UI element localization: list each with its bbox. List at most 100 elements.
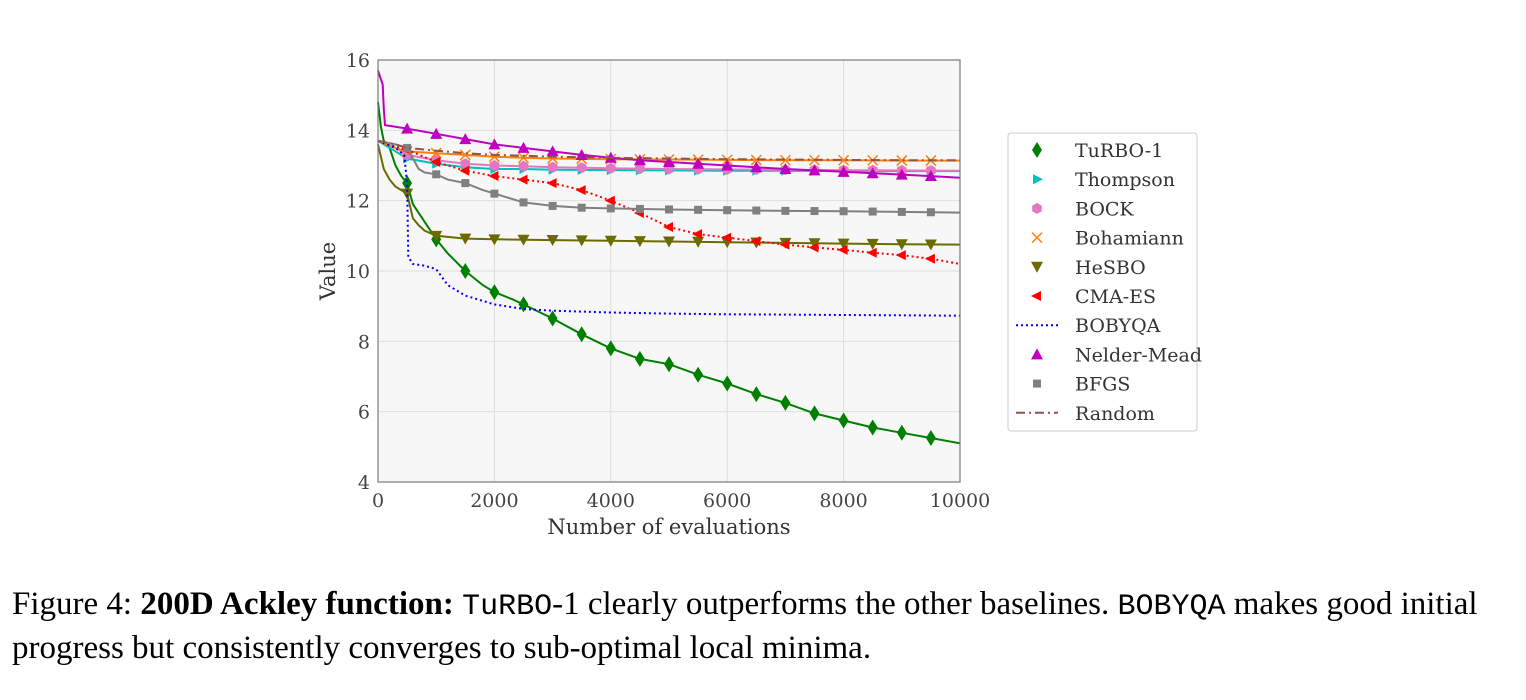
series-marker: [779, 163, 792, 175]
legend-marker-swatch: [1033, 379, 1041, 388]
legend-marker-swatch: [1033, 174, 1043, 185]
series-marker: [517, 234, 530, 246]
series-marker: [694, 205, 703, 214]
series-marker: [576, 326, 587, 343]
series-line: [377, 139, 961, 317]
series-marker: [517, 152, 530, 164]
series-marker: [459, 149, 471, 161]
legend-label: Thompson: [1075, 169, 1175, 191]
series-nelder-mead: [377, 70, 961, 182]
chart: 0 2000 4000 6000 8000 10000 4 6 8 10 12 14 16 Number…: [316, 50, 1202, 539]
legend-label: CMA-ES: [1075, 286, 1156, 308]
series-random: [377, 139, 960, 162]
series-line: [377, 144, 961, 246]
series-marker: [459, 233, 472, 245]
series-marker: [924, 170, 937, 182]
series-marker: [635, 163, 645, 175]
legend-item: Thompson: [1033, 169, 1175, 191]
series-marker: [663, 236, 675, 248]
series-marker: [750, 236, 761, 247]
series-marker: [461, 179, 470, 188]
series-marker: [430, 147, 442, 159]
series-marker: [606, 162, 616, 174]
x-tick-label: 10000: [930, 490, 990, 512]
series-marker: [489, 160, 500, 171]
series-marker: [924, 239, 937, 251]
x-axis-label: Number of evaluations: [547, 515, 790, 539]
series-marker: [430, 230, 443, 242]
series-marker: [837, 238, 850, 250]
series-marker: [460, 158, 471, 170]
caption-text-1: -1 clearly outperforms the other baselin…: [552, 586, 1110, 622]
series-marker: [721, 232, 732, 243]
series-bfgs: [377, 139, 961, 217]
series-marker: [517, 174, 528, 185]
series-marker: [575, 148, 588, 160]
series-marker: [692, 157, 705, 169]
legend-marker-swatch: [1032, 142, 1042, 158]
legend-marker-swatch: [1032, 202, 1042, 214]
series-marker: [547, 310, 558, 327]
legend-box: [1007, 132, 1198, 432]
series-marker: [663, 222, 673, 233]
series-line: [377, 139, 960, 162]
series-marker: [721, 159, 734, 171]
legend-label: TuRBO-1: [1075, 140, 1163, 162]
legend-marker-swatch: [1031, 291, 1041, 301]
legend-item: BOBYQA: [1016, 315, 1161, 337]
series-marker: [459, 133, 472, 145]
series-marker: [519, 198, 528, 207]
series-marker: [810, 207, 819, 216]
series-marker: [517, 141, 530, 153]
series-marker: [432, 170, 441, 179]
series-marker: [897, 207, 906, 216]
series-marker: [489, 284, 500, 301]
legend-item: BOCK: [1032, 198, 1134, 220]
series-marker: [490, 189, 499, 198]
series-turbo-1: [377, 102, 961, 447]
series-marker: [575, 235, 588, 247]
series-marker: [605, 340, 616, 357]
series-marker: [633, 236, 646, 248]
series-marker: [926, 208, 935, 217]
series-marker: [780, 394, 791, 411]
series-marker: [401, 188, 414, 200]
legend: TuRBO-1 Thompson BOCK Bohamiann HeSBO CMA-ES B…: [1007, 132, 1202, 432]
series-marker: [723, 206, 732, 215]
legend-label: BFGS: [1075, 374, 1130, 396]
legend-label: HeSBO: [1075, 257, 1146, 279]
series-marker: [488, 234, 501, 246]
series-marker: [635, 204, 644, 213]
plot-frame: [377, 59, 961, 483]
series-marker: [779, 154, 791, 166]
y-tick-label: 4: [358, 472, 370, 494]
series-marker: [430, 127, 443, 139]
series-marker: [837, 165, 850, 177]
figure-caption: Figure 4: 200D Ackley function: TuRBO-1 …: [12, 584, 1512, 669]
series-marker: [693, 366, 704, 383]
series-marker: [606, 204, 615, 213]
legend-label: BOBYQA: [1075, 315, 1161, 337]
legend-marker-swatch: [1031, 232, 1043, 244]
series-marker: [866, 238, 879, 250]
x-tick-label: 6000: [703, 490, 751, 512]
series-marker: [866, 247, 877, 258]
y-tick-label: 16: [346, 50, 370, 72]
y-tick-label: 6: [358, 402, 370, 424]
series-marker: [548, 201, 557, 210]
series-marker: [895, 168, 908, 180]
series-marker: [663, 155, 675, 167]
series-marker: [546, 145, 559, 157]
series-marker: [866, 167, 879, 179]
x-tick-label: 2000: [470, 490, 518, 512]
series-marker: [750, 154, 762, 166]
y-tick-label: 8: [358, 331, 370, 353]
series-line: [377, 70, 961, 179]
axis-ticks: 0 2000 4000 6000 8000 10000 4 6 8 10 12 14 16: [346, 50, 990, 512]
series-marker: [896, 424, 907, 441]
series-marker: [751, 386, 762, 403]
series-marker: [546, 235, 559, 247]
series-marker: [867, 419, 878, 436]
series-marker: [664, 356, 674, 373]
series-marker: [838, 154, 850, 166]
